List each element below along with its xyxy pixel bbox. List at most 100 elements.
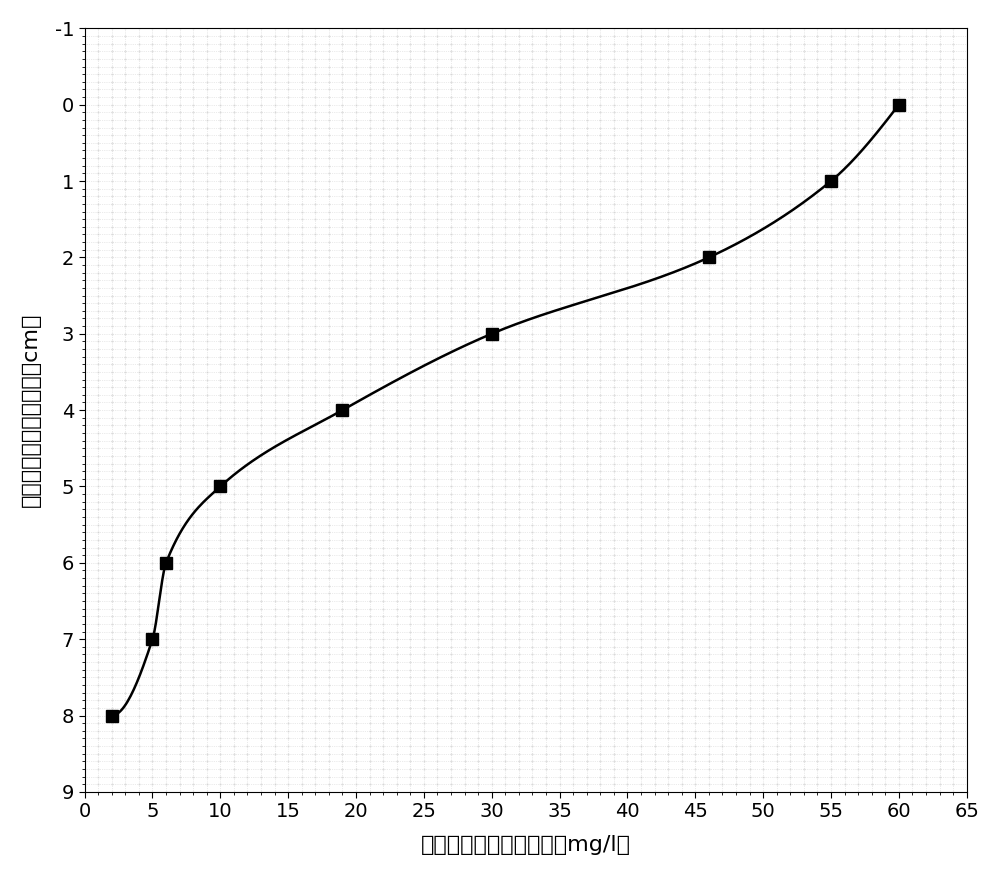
Point — [212, 594, 228, 608]
Point — [796, 487, 812, 501]
Point — [375, 731, 391, 745]
Point — [267, 456, 283, 470]
Point — [592, 442, 608, 456]
Point — [891, 159, 907, 173]
Point — [497, 419, 513, 433]
Point — [294, 434, 310, 448]
Point — [904, 29, 920, 43]
Point — [918, 762, 934, 776]
Point — [769, 739, 785, 753]
Point — [701, 464, 717, 478]
Point — [253, 579, 269, 593]
Point — [362, 21, 378, 35]
Point — [782, 625, 798, 639]
Point — [185, 296, 201, 310]
Point — [131, 288, 147, 302]
Point — [524, 411, 540, 425]
Point — [497, 487, 513, 501]
Point — [253, 281, 269, 295]
Point — [782, 357, 798, 371]
Point — [945, 181, 961, 195]
Point — [864, 586, 880, 600]
Point — [796, 693, 812, 707]
Point — [864, 555, 880, 569]
Point — [864, 411, 880, 425]
Point — [837, 136, 853, 150]
Point — [538, 273, 554, 287]
Point — [511, 495, 527, 509]
Point — [647, 785, 663, 799]
Point — [904, 785, 920, 799]
Point — [619, 159, 635, 173]
Point — [144, 265, 160, 279]
Point — [294, 82, 310, 96]
Point — [389, 319, 405, 333]
Point — [877, 235, 893, 249]
Point — [402, 403, 418, 417]
Point — [470, 74, 486, 88]
Point — [429, 647, 445, 661]
Point — [782, 380, 798, 394]
Point — [904, 709, 920, 723]
Point — [375, 319, 391, 333]
Point — [714, 540, 730, 555]
Point — [280, 571, 296, 585]
Point — [552, 456, 568, 470]
Point — [619, 327, 635, 341]
Point — [90, 403, 106, 417]
Point — [457, 52, 473, 66]
Point — [212, 464, 228, 478]
Point — [294, 717, 310, 731]
Point — [701, 686, 717, 700]
Point — [579, 555, 595, 569]
Point — [674, 273, 690, 287]
Point — [674, 189, 690, 203]
Point — [267, 647, 283, 661]
Point — [90, 518, 106, 532]
Point — [131, 350, 147, 364]
Point — [416, 686, 432, 700]
Point — [796, 395, 812, 409]
Point — [918, 74, 934, 88]
Point — [755, 105, 771, 119]
Point — [714, 372, 730, 386]
Point — [850, 166, 866, 180]
Point — [850, 197, 866, 211]
Point — [728, 29, 744, 43]
Point — [796, 464, 812, 478]
Point — [579, 419, 595, 433]
Point — [864, 273, 880, 287]
Point — [117, 350, 133, 364]
Point — [945, 189, 961, 203]
Point — [348, 555, 364, 569]
Point — [457, 602, 473, 616]
Point — [782, 419, 798, 433]
Point — [443, 449, 459, 463]
Point — [457, 777, 473, 791]
Point — [511, 159, 527, 173]
Point — [443, 533, 459, 547]
Point — [796, 746, 812, 760]
Point — [158, 449, 174, 463]
Point — [864, 174, 880, 188]
Point — [375, 60, 391, 74]
Point — [552, 579, 568, 593]
Point — [782, 67, 798, 81]
Point — [877, 518, 893, 532]
Point — [701, 419, 717, 433]
Point — [796, 739, 812, 753]
Point — [837, 357, 853, 371]
Point — [524, 434, 540, 448]
Point — [362, 456, 378, 470]
Point — [402, 357, 418, 371]
Point — [837, 273, 853, 287]
Point — [457, 29, 473, 43]
Point — [647, 98, 663, 112]
Point — [769, 121, 785, 135]
Point — [212, 678, 228, 692]
Point — [144, 52, 160, 66]
Point — [484, 693, 500, 707]
Point — [809, 670, 825, 684]
Point — [837, 21, 853, 35]
Point — [660, 456, 676, 470]
